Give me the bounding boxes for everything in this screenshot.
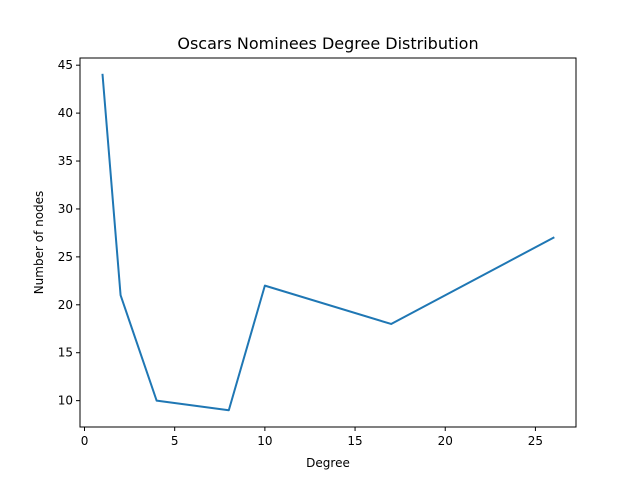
y-tick-label: 45 [58,58,73,72]
x-tick-label: 0 [81,434,89,448]
y-tick-label: 20 [58,298,73,312]
x-tick-label: 25 [528,434,543,448]
chart-title: Oscars Nominees Degree Distribution [177,34,478,53]
x-axis-ticks: 0 5 10 15 20 25 [81,427,543,448]
series-line-0 [101,73,555,412]
plot-layer [101,73,555,412]
y-axis-ticks: 10 15 20 25 30 35 40 45 [58,58,80,408]
x-axis-title: Degree [306,456,350,470]
y-tick-label: 15 [58,346,73,360]
y-tick-label: 10 [58,394,73,408]
x-tick-label: 5 [171,434,179,448]
y-tick-label: 40 [58,106,73,120]
x-tick-label: 20 [438,434,453,448]
y-tick-label: 25 [58,250,73,264]
plot-frame [79,57,577,428]
x-tick-label: 15 [347,434,362,448]
y-tick-label: 35 [58,154,73,168]
y-tick-label: 30 [58,202,73,216]
x-tick-label: 10 [257,434,272,448]
y-axis-title: Number of nodes [32,191,46,295]
